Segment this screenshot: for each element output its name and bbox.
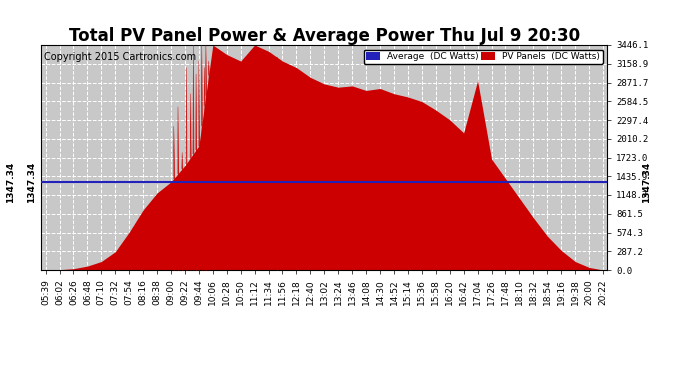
- Text: 1347.34: 1347.34: [6, 161, 15, 202]
- Text: 1347.34: 1347.34: [27, 161, 36, 202]
- Legend: Average  (DC Watts), PV Panels  (DC Watts): Average (DC Watts), PV Panels (DC Watts): [364, 50, 602, 64]
- Title: Total PV Panel Power & Average Power Thu Jul 9 20:30: Total PV Panel Power & Average Power Thu…: [69, 27, 580, 45]
- Text: 1347.34: 1347.34: [642, 161, 651, 202]
- Text: Copyright 2015 Cartronics.com: Copyright 2015 Cartronics.com: [44, 52, 197, 62]
